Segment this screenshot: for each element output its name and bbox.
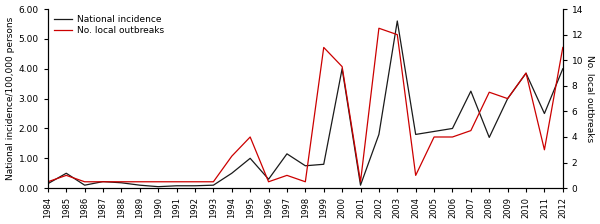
National incidence — [467, 90, 475, 93]
National incidence — [430, 130, 437, 133]
National incidence — [247, 157, 254, 160]
National incidence — [338, 67, 346, 70]
No. local outbreaks — [485, 91, 493, 94]
National incidence — [118, 181, 125, 184]
National incidence — [228, 172, 235, 174]
National incidence — [541, 112, 548, 115]
No. local outbreaks — [430, 136, 437, 138]
National incidence — [44, 182, 52, 185]
National incidence — [81, 184, 88, 187]
National incidence — [559, 67, 566, 70]
National incidence — [523, 72, 530, 75]
Line: National incidence: National incidence — [48, 21, 563, 187]
No. local outbreaks — [210, 180, 217, 183]
National incidence — [412, 133, 419, 136]
No. local outbreaks — [541, 149, 548, 151]
National incidence — [449, 127, 456, 130]
No. local outbreaks — [155, 180, 162, 183]
National incidence — [376, 133, 383, 136]
No. local outbreaks — [100, 180, 107, 183]
No. local outbreaks — [412, 174, 419, 177]
No. local outbreaks — [376, 27, 383, 30]
Legend: National incidence, No. local outbreaks: National incidence, No. local outbreaks — [52, 14, 166, 37]
No. local outbreaks — [283, 174, 290, 177]
National incidence — [100, 180, 107, 183]
No. local outbreaks — [449, 136, 456, 138]
National incidence — [155, 185, 162, 188]
No. local outbreaks — [191, 180, 199, 183]
No. local outbreaks — [62, 174, 70, 177]
No. local outbreaks — [118, 180, 125, 183]
No. local outbreaks — [228, 155, 235, 157]
National incidence — [210, 184, 217, 187]
National incidence — [173, 184, 180, 187]
No. local outbreaks — [320, 46, 328, 49]
National incidence — [265, 178, 272, 181]
No. local outbreaks — [504, 97, 511, 100]
No. local outbreaks — [265, 180, 272, 183]
National incidence — [62, 172, 70, 174]
No. local outbreaks — [523, 72, 530, 74]
National incidence — [485, 136, 493, 139]
National incidence — [320, 163, 328, 166]
No. local outbreaks — [247, 136, 254, 138]
National incidence — [302, 164, 309, 167]
No. local outbreaks — [357, 180, 364, 183]
National incidence — [394, 20, 401, 22]
National incidence — [136, 184, 143, 187]
No. local outbreaks — [467, 129, 475, 132]
No. local outbreaks — [173, 180, 180, 183]
No. local outbreaks — [338, 65, 346, 68]
No. local outbreaks — [559, 46, 566, 49]
National incidence — [504, 97, 511, 100]
National incidence — [191, 184, 199, 187]
No. local outbreaks — [81, 180, 88, 183]
No. local outbreaks — [394, 33, 401, 36]
National incidence — [283, 153, 290, 155]
No. local outbreaks — [44, 180, 52, 183]
Y-axis label: National incidence/100,000 persons: National incidence/100,000 persons — [5, 17, 14, 180]
Line: No. local outbreaks: No. local outbreaks — [48, 28, 563, 182]
No. local outbreaks — [302, 180, 309, 183]
No. local outbreaks — [136, 180, 143, 183]
Y-axis label: No. local outbreaks: No. local outbreaks — [586, 55, 595, 142]
National incidence — [357, 184, 364, 187]
